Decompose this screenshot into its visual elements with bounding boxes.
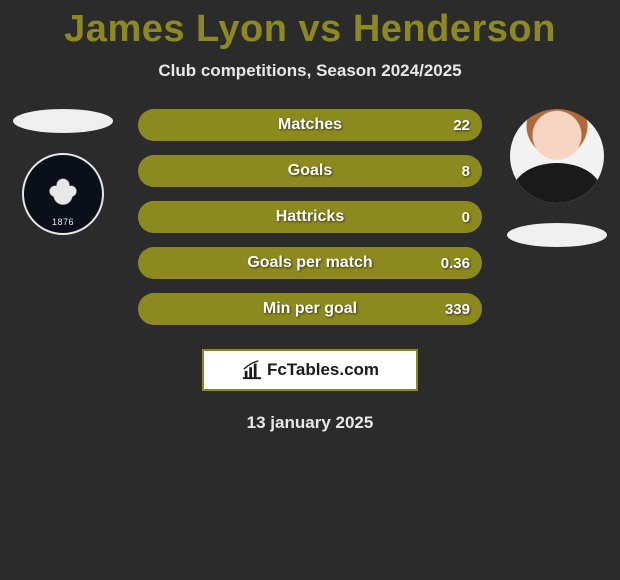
club-badge-left: 1876 [22, 153, 104, 235]
stat-row: Matches 22 [138, 109, 482, 141]
player-avatar-right [510, 109, 604, 203]
right-ellipse-placeholder [507, 223, 607, 247]
stat-value-right: 0 [462, 209, 470, 226]
stat-label: Goals per match [247, 254, 372, 272]
subtitle: Club competitions, Season 2024/2025 [0, 61, 620, 81]
stat-row: Hattricks 0 [138, 201, 482, 233]
stat-row: Min per goal 339 [138, 293, 482, 325]
stats-list: Matches 22 Goals 8 Hattricks 0 Goals per match… [138, 109, 482, 325]
title-player2: Henderson [353, 8, 556, 50]
brand-text: FcTables.com [267, 360, 379, 380]
stat-label: Goals [288, 162, 332, 180]
stat-label: Hattricks [276, 208, 344, 226]
left-column: 1876 [8, 109, 118, 235]
title-player1: James Lyon [64, 8, 287, 50]
badge-year: 1876 [24, 217, 102, 227]
stat-value-right: 0.36 [441, 255, 470, 272]
date-text: 13 january 2025 [0, 413, 620, 433]
stat-row: Goals 8 [138, 155, 482, 187]
stat-row: Goals per match 0.36 [138, 247, 482, 279]
right-column [502, 109, 612, 247]
stat-value-right: 339 [445, 301, 470, 318]
page-title: James Lyon vs Henderson [0, 0, 620, 51]
stat-label: Matches [278, 116, 342, 134]
bar-chart-icon [241, 360, 263, 380]
stat-value-right: 22 [453, 117, 470, 134]
stat-value-right: 8 [462, 163, 470, 180]
left-ellipse-placeholder [13, 109, 113, 133]
thistle-icon [43, 173, 83, 213]
title-vs: vs [298, 8, 341, 50]
brand-box: FcTables.com [202, 349, 418, 391]
content-area: 1876 Matches 22 Goals 8 Hattricks 0 Goals per … [0, 109, 620, 433]
stat-label: Min per goal [263, 300, 357, 318]
